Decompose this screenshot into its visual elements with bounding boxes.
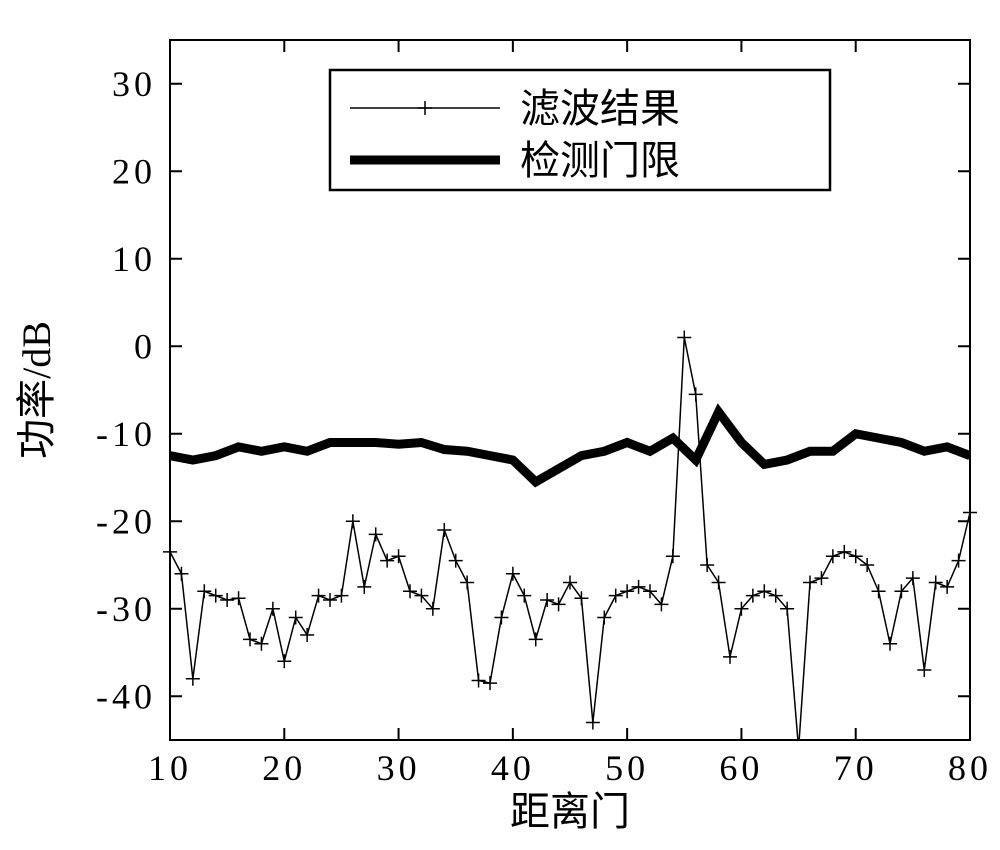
y-tick-label: 0 — [134, 326, 156, 366]
threshold-line — [170, 412, 970, 482]
x-tick-label: 70 — [834, 748, 878, 788]
legend-label-filter: 滤波结果 — [520, 86, 680, 131]
y-axis-label: 功率/dB — [14, 321, 59, 459]
y-tick-label: 20 — [112, 151, 156, 191]
filter-line — [170, 338, 970, 749]
chart-svg: 10 20 30 40 50 60 70 80 -40 -30 -20 -10 0 10 20 30 距离门 功率… — [0, 0, 1000, 850]
power-vs-range-chart: 10 20 30 40 50 60 70 80 -40 -30 -20 -10 0 10 20 30 距离门 功率… — [0, 0, 1000, 850]
y-tick-label: -20 — [96, 501, 156, 541]
x-tick-label: 50 — [605, 748, 649, 788]
x-tick-label: 20 — [262, 748, 306, 788]
y-tick-label: -30 — [96, 589, 156, 629]
legend-label-threshold: 检测门限 — [520, 138, 680, 183]
x-tick-label: 10 — [148, 748, 192, 788]
x-tick-label: 80 — [948, 748, 992, 788]
y-tick-label: -40 — [96, 676, 156, 716]
x-tick-label: 40 — [491, 748, 535, 788]
y-tick-label: 10 — [112, 239, 156, 279]
y-tick-label: -10 — [96, 414, 156, 454]
y-tick-label: 30 — [112, 64, 156, 104]
x-tick-label: 30 — [377, 748, 421, 788]
x-axis-label: 距离门 — [510, 789, 630, 834]
x-tick-label: 60 — [719, 748, 763, 788]
